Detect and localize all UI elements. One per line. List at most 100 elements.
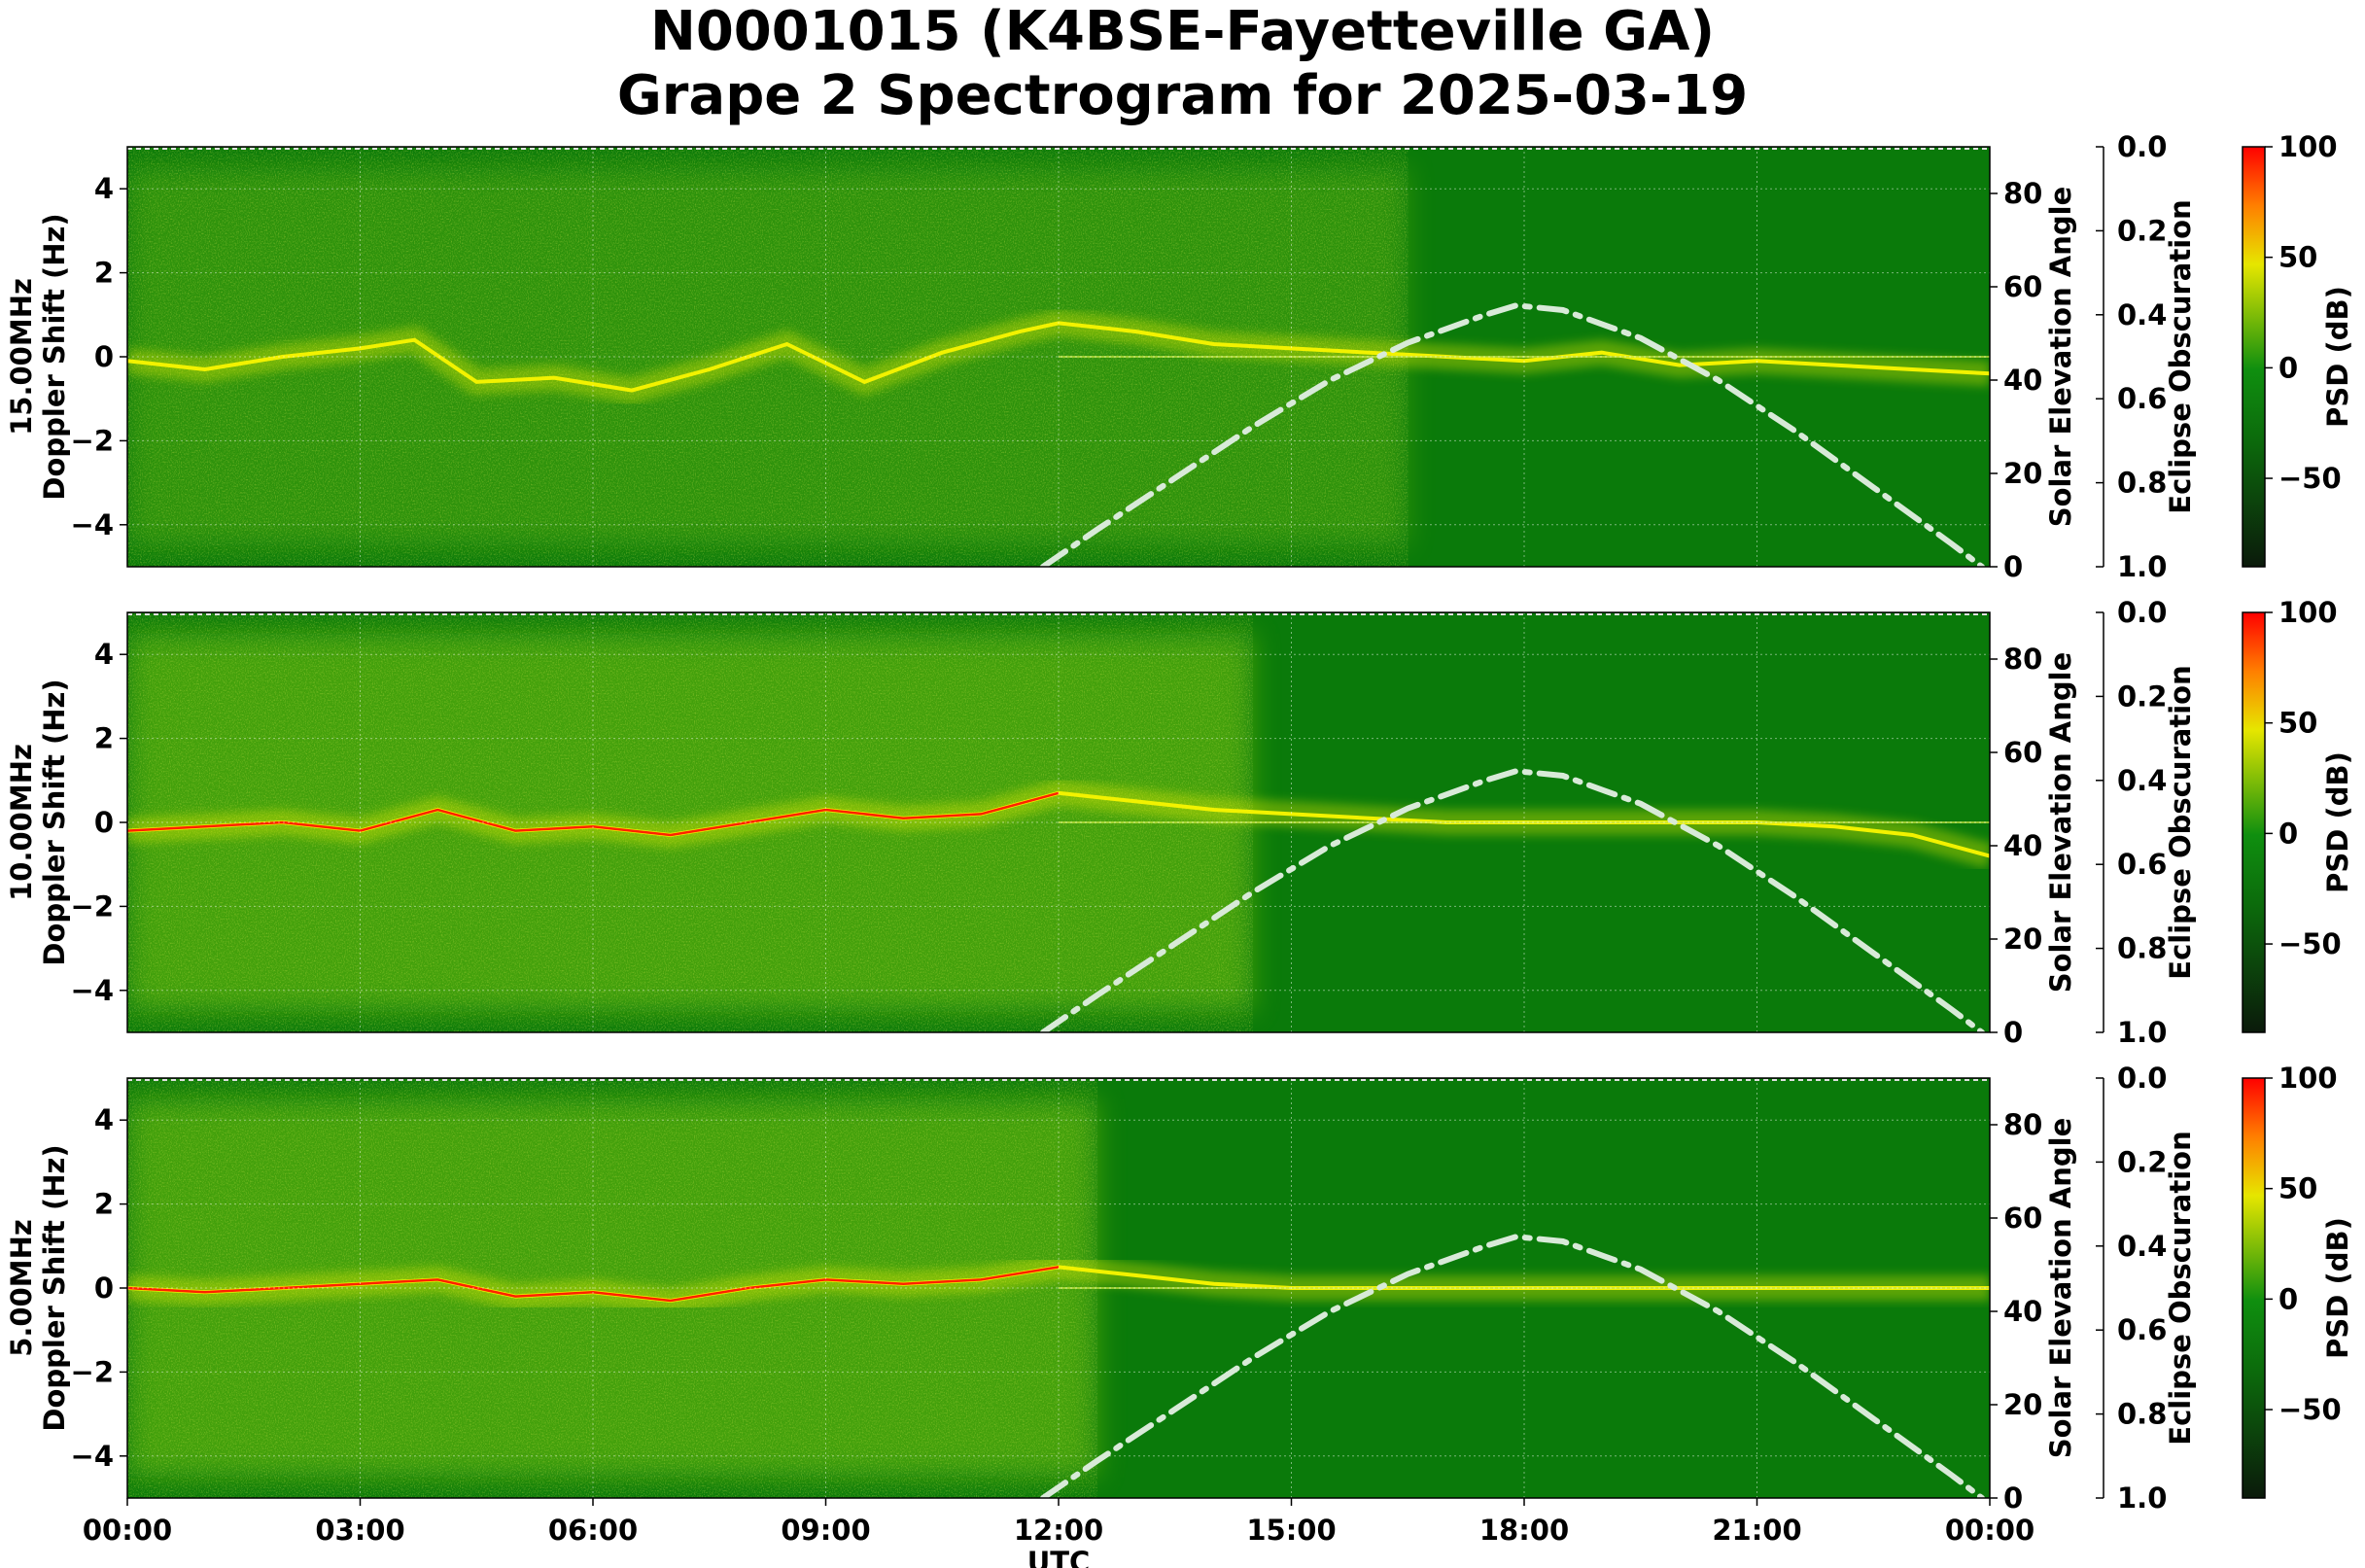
x-tick-label: 12:00 [1014, 1514, 1103, 1547]
colorbar [2242, 611, 2266, 1033]
y2-tick-label: 60 [2003, 736, 2042, 769]
y3-tick-label: 0.4 [2117, 298, 2167, 331]
y-tick-label: 4 [94, 638, 114, 671]
y3-axis-label: Eclipse Obscuration [2164, 665, 2197, 979]
x-tick-label: 21:00 [1712, 1514, 1801, 1547]
y2-tick-label: 20 [2003, 923, 2042, 956]
x-tick-label: 18:00 [1479, 1514, 1569, 1547]
spectrogram-area [127, 147, 1990, 567]
y3-tick-label: 0.8 [2117, 467, 2167, 500]
colorbar-label: PSD (dB) [2321, 286, 2354, 428]
y3-tick-label: 0.4 [2117, 764, 2167, 797]
y-tick-label: −4 [71, 508, 114, 541]
y-tick-label: −2 [71, 889, 114, 923]
doppler-trace [127, 321, 1990, 393]
solar-elevation-curve [1040, 302, 1985, 567]
y3-tick-label: 0.0 [2117, 596, 2167, 629]
y2-tick-label: 40 [2003, 1295, 2042, 1328]
y2-tick-label: 20 [2003, 1388, 2042, 1421]
colorbar-tick-label: 50 [2278, 707, 2317, 740]
y2-tick-label: 60 [2003, 270, 2042, 303]
y3-tick-label: 0.6 [2117, 848, 2167, 881]
doppler-trace-peak [127, 791, 1060, 837]
colorbar-tick-label: 0 [2278, 817, 2298, 850]
x-tick-label: 00:00 [83, 1514, 172, 1547]
y2-tick-label: 40 [2003, 364, 2042, 397]
doppler-trace-peak [127, 1266, 1060, 1303]
y3-tick-label: 0.2 [2117, 1145, 2167, 1178]
y-axis-label: Doppler Shift (Hz) [38, 213, 71, 500]
y3-tick-label: 0.8 [2117, 1398, 2167, 1431]
x-tick-label: 09:00 [781, 1514, 870, 1547]
y-tick-label: 0 [94, 806, 114, 839]
colorbar-tick-label: −50 [2278, 927, 2342, 960]
y2-tick-label: 0 [2003, 1016, 2023, 1049]
y3-tick-label: 0.2 [2117, 214, 2167, 247]
colorbar-label: PSD (dB) [2321, 1217, 2354, 1359]
colorbar-tick-label: 0 [2278, 1282, 2298, 1315]
y-tick-label: 0 [94, 340, 114, 373]
y3-tick-label: 0.6 [2117, 382, 2167, 415]
colorbar [2242, 146, 2266, 568]
y3-tick-label: 0.8 [2117, 932, 2167, 965]
y2-tick-label: 0 [2003, 550, 2023, 583]
y2-tick-label: 80 [2003, 1108, 2042, 1141]
y-axis-label: Doppler Shift (Hz) [38, 679, 71, 965]
y3-tick-label: 0.4 [2117, 1230, 2167, 1263]
y3-tick-label: 1.0 [2117, 1481, 2167, 1515]
y3-axis-label: Eclipse Obscuration [2164, 199, 2197, 513]
colorbar-tick-label: −50 [2278, 462, 2342, 495]
colorbar [2242, 1077, 2266, 1499]
colorbar-tick-label: 50 [2278, 241, 2317, 274]
y3-tick-label: 1.0 [2117, 550, 2167, 583]
y-tick-label: 2 [94, 722, 114, 755]
y3-tick-label: 1.0 [2117, 1016, 2167, 1049]
y2-axis-label: Solar Elevation Angle [2044, 187, 2077, 528]
y2-tick-label: 40 [2003, 829, 2042, 862]
y-tick-label: −2 [71, 1355, 114, 1388]
y-tick-label: 0 [94, 1272, 114, 1305]
colorbar-tick-label: 0 [2278, 351, 2298, 384]
spectrogram-area [127, 612, 1990, 1032]
y3-axis-label: Eclipse Obscuration [2164, 1131, 2197, 1445]
colorbar-tick-label: 100 [2278, 1062, 2338, 1095]
y3-tick-label: 0.0 [2117, 130, 2167, 163]
y-axis-label-frequency: 10.00MHz [5, 744, 38, 901]
y2-tick-label: 80 [2003, 177, 2042, 210]
panel-5.00MHz: −4 −2 0 2 4 5.00MHz Doppler Shift (Hz) 0 20 40 60 8… [5, 1062, 2354, 1515]
x-tick-label: 03:00 [315, 1514, 404, 1547]
y-tick-label: 4 [94, 1103, 114, 1136]
y-tick-label: 2 [94, 257, 114, 290]
y2-tick-label: 80 [2003, 643, 2042, 676]
x-axis-label: UTC [1027, 1546, 1091, 1568]
y-tick-label: 2 [94, 1188, 114, 1221]
y2-axis-label: Solar Elevation Angle [2044, 652, 2077, 993]
solar-elevation-curve [1040, 768, 1985, 1032]
panel-10.00MHz: −4 −2 0 2 4 10.00MHz Doppler Shift (Hz) 0 20 40 60… [5, 596, 2354, 1049]
colorbar-label: PSD (dB) [2321, 751, 2354, 893]
solar-elevation-curve [1040, 1234, 1985, 1498]
figure-title-line2: Grape 2 Spectrogram for 2025-03-19 [616, 64, 1749, 127]
spectrogram-area [127, 1078, 1990, 1498]
panel-15.00MHz: −4 −2 0 2 4 15.00MHz Doppler Shift (Hz) 0 20 40 60… [5, 130, 2354, 583]
y-axis-label-frequency: 5.00MHz [5, 1219, 38, 1357]
y2-tick-label: 20 [2003, 457, 2042, 490]
x-tick-label: 00:00 [1945, 1514, 2035, 1547]
colorbar-tick-label: 100 [2278, 596, 2338, 629]
y-tick-label: −2 [71, 424, 114, 457]
y-tick-label: −4 [71, 974, 114, 1007]
x-tick-label: 15:00 [1246, 1514, 1336, 1547]
colorbar-tick-label: 50 [2278, 1172, 2317, 1205]
y2-tick-label: 60 [2003, 1202, 2042, 1235]
colorbar-tick-label: 100 [2278, 130, 2338, 163]
y3-tick-label: 0.6 [2117, 1313, 2167, 1346]
y-axis-label-frequency: 15.00MHz [5, 278, 38, 436]
figure-title-line1: N0001015 (K4BSE-Fayetteville GA) [649, 0, 1716, 63]
figure-title: N0001015 (K4BSE-Fayetteville GA) Grape 2… [0, 0, 2365, 128]
y2-axis-label: Solar Elevation Angle [2044, 1118, 2077, 1459]
x-tick-label: 06:00 [548, 1514, 638, 1547]
y2-tick-label: 0 [2003, 1481, 2023, 1515]
y-tick-label: −4 [71, 1440, 114, 1473]
colorbar-tick-label: −50 [2278, 1393, 2342, 1426]
